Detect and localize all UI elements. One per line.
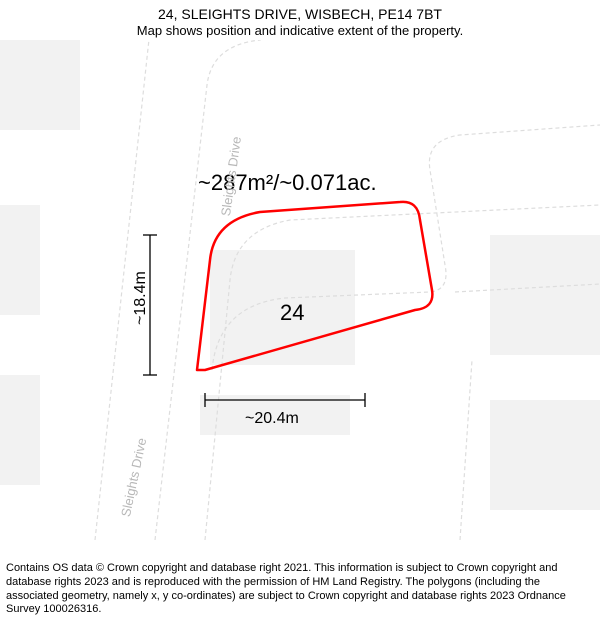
height-dimension-label: ~18.4m <box>132 271 150 325</box>
map-svg <box>0 40 600 540</box>
page-subtitle: Map shows position and indicative extent… <box>0 23 600 38</box>
copyright-footer: Contains OS data © Crown copyright and d… <box>0 558 600 625</box>
plot-number: 24 <box>280 300 304 326</box>
page-title: 24, SLEIGHTS DRIVE, WISBECH, PE14 7BT <box>0 6 600 22</box>
width-dimension-label: ~20.4m <box>245 410 299 428</box>
map-canvas: ~287m²/~0.071ac. 24 ~20.4m ~18.4m Sleigh… <box>0 40 600 540</box>
header: 24, SLEIGHTS DRIVE, WISBECH, PE14 7BT Ma… <box>0 0 600 38</box>
